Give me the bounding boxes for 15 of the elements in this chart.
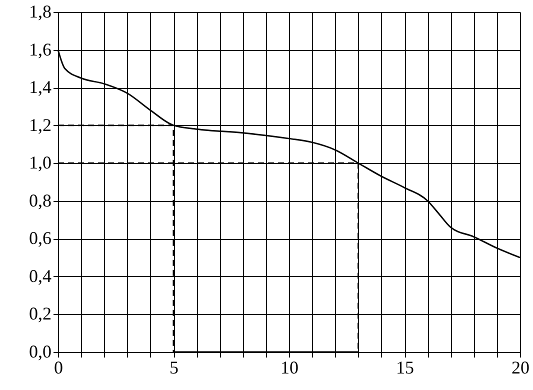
x-tick-label: 20: [512, 358, 530, 378]
y-tick-label: 1,4: [29, 77, 52, 98]
x-tick-label: 5: [170, 358, 178, 378]
y-tick-label: 0,2: [29, 304, 52, 324]
y-tick-label: 1,8: [29, 2, 52, 22]
y-tick-label: 1,0: [29, 152, 52, 173]
y-tick-label: 0,6: [29, 228, 52, 248]
y-tick-label: 1,6: [29, 39, 52, 60]
y-tick-label: 0,8: [29, 190, 52, 210]
x-tick-label: 0: [54, 358, 63, 378]
y-tick-label: 0,4: [29, 266, 52, 286]
y-tick-label: 1,2: [29, 114, 52, 135]
x-tick-label: 10: [280, 358, 298, 378]
y-tick-label: 0,0: [29, 342, 52, 362]
x-tick-label: 15: [396, 358, 414, 378]
